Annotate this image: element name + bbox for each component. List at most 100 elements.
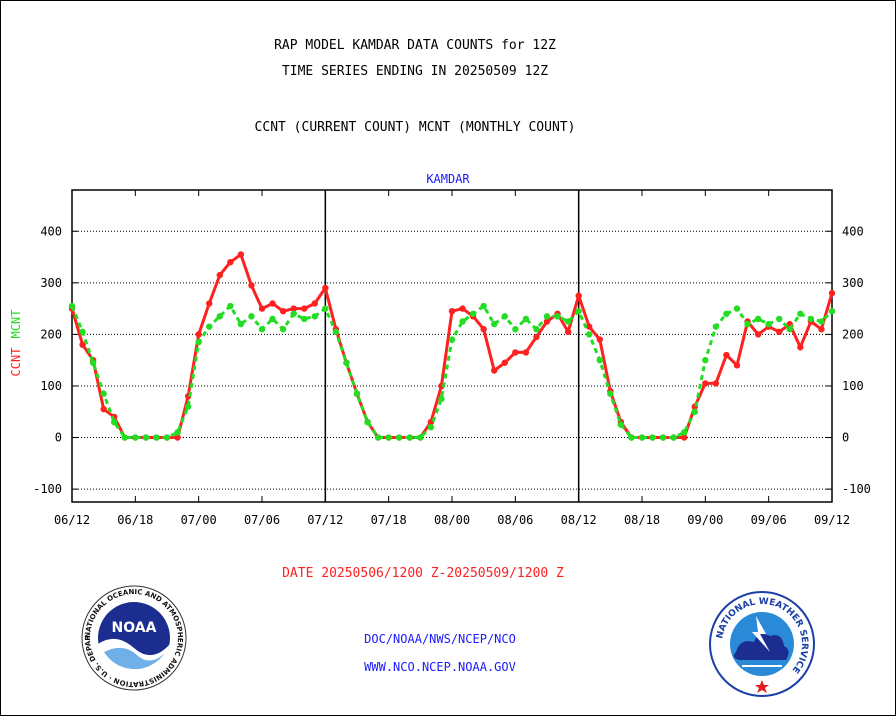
data-point-ccnt: [290, 305, 297, 312]
y-axis-label-ccnt: CCNT: [9, 348, 23, 377]
data-point-mcnt: [100, 390, 107, 397]
data-point-mcnt: [744, 320, 751, 328]
axes-layer: -100 -100 0 0 100 100 200 200 300 300 400 400 06/12 0…: [33, 189, 871, 527]
data-point-ccnt: [797, 344, 804, 351]
data-point-ccnt: [818, 326, 825, 333]
data-point-ccnt: [206, 300, 213, 307]
data-point-ccnt: [596, 336, 603, 343]
data-point-mcnt: [353, 390, 361, 397]
data-point-mcnt: [828, 307, 836, 315]
data-point-mcnt: [385, 434, 392, 441]
data-point-mcnt: [364, 418, 371, 426]
y-tick-label-right: 0: [842, 431, 849, 445]
data-point-mcnt: [227, 302, 234, 310]
data-point-mcnt: [807, 315, 815, 323]
chart-title-line1: RAP MODEL KAMDAR DATA COUNTS for 12Z: [274, 38, 556, 53]
data-point-ccnt: [100, 405, 107, 413]
y-tick-label-left: 400: [40, 224, 62, 238]
data-point-ccnt: [754, 331, 762, 338]
data-point-mcnt: [469, 310, 477, 317]
x-tick-label: 09/00: [687, 513, 723, 527]
data-point-mcnt: [691, 408, 698, 415]
y-tick-label-right: 400: [842, 224, 864, 238]
data-point-ccnt: [322, 284, 329, 292]
chart-title-line2: TIME SERIES ENDING IN 20250509 12Z: [281, 64, 549, 79]
plot-border: [71, 189, 833, 503]
data-point-mcnt: [301, 315, 308, 323]
data-point-mcnt: [132, 434, 139, 441]
data-point-ccnt: [733, 362, 741, 369]
data-point-mcnt: [596, 356, 603, 364]
x-tick-label: 07/12: [307, 513, 343, 527]
data-point-mcnt: [522, 315, 530, 323]
data-point-ccnt: [195, 331, 202, 338]
data-point-mcnt: [111, 418, 118, 426]
data-point-mcnt: [480, 302, 487, 310]
data-point-mcnt: [174, 429, 181, 436]
y-tick-label-left: -100: [33, 482, 62, 496]
x-tick-label: 09/12: [814, 513, 850, 527]
data-point-ccnt: [543, 318, 551, 325]
data-point-ccnt: [681, 434, 688, 441]
data-point-ccnt: [501, 359, 508, 366]
data-point-mcnt: [586, 331, 593, 338]
data-point-mcnt: [332, 328, 340, 336]
data-point-mcnt: [628, 434, 635, 441]
data-point-mcnt: [153, 434, 160, 441]
data-point-mcnt: [248, 313, 255, 320]
footer-org: DOC/NOAA/NWS/NCEP/NCO: [364, 632, 516, 646]
data-point-ccnt: [448, 307, 456, 315]
data-point-mcnt: [776, 315, 783, 323]
data-point-ccnt: [311, 300, 318, 307]
x-tick-label: 08/00: [434, 513, 470, 527]
data-point-mcnt: [396, 434, 403, 441]
data-point-mcnt: [406, 434, 413, 441]
data-point-mcnt: [184, 403, 192, 410]
data-point-mcnt: [343, 359, 350, 366]
data-point-mcnt: [797, 310, 804, 317]
x-tick-label: 07/18: [371, 513, 407, 527]
grid-layer: [72, 230, 832, 490]
y-tick-label-right: 200: [842, 327, 864, 341]
data-point-ccnt: [702, 380, 709, 387]
y-tick-label-right: -100: [842, 482, 871, 496]
data-point-mcnt: [163, 434, 171, 441]
chart-subtitle: CCNT (CURRENT COUNT) MCNT (MONTHLY COUNT…: [254, 120, 576, 135]
data-point-ccnt: [301, 305, 308, 312]
data-point-mcnt: [438, 395, 445, 403]
data-point-mcnt: [491, 320, 498, 328]
data-point-mcnt: [733, 305, 741, 312]
data-point-mcnt: [427, 424, 435, 431]
data-point-ccnt: [459, 305, 466, 312]
data-point-mcnt: [311, 313, 318, 320]
data-point-mcnt: [279, 326, 287, 333]
data-point-mcnt: [79, 328, 86, 336]
station-label: KAMDAR: [426, 172, 470, 186]
data-point-ccnt: [491, 367, 498, 374]
data-point-mcnt: [89, 359, 97, 366]
data-point-ccnt: [533, 333, 540, 341]
data-point-ccnt: [216, 271, 223, 279]
data-point-mcnt: [786, 326, 793, 333]
data-point-mcnt: [533, 326, 540, 333]
footer-url[interactable]: WWW.NCO.NCEP.NOAA.GOV: [364, 660, 516, 674]
data-point-ccnt: [174, 434, 181, 441]
data-point-ccnt: [586, 323, 593, 330]
date-range-label: DATE 20250506/1200 Z-20250509/1200 Z: [282, 566, 564, 581]
data-point-mcnt: [290, 310, 297, 317]
data-point-mcnt: [448, 336, 456, 343]
noaa-logo: NATIONAL OCEANIC AND ATMOSPHERIC ADMINIS…: [81, 585, 187, 691]
data-point-mcnt: [554, 313, 561, 320]
y-tick-label-left: 100: [40, 379, 62, 393]
data-point-ccnt: [269, 300, 276, 307]
data-point-mcnt: [142, 434, 150, 441]
data-point-mcnt: [269, 315, 276, 323]
data-point-mcnt: [216, 313, 223, 320]
data-point-ccnt: [258, 305, 266, 312]
data-point-mcnt: [575, 307, 582, 315]
data-point-mcnt: [564, 318, 572, 325]
y-axis-label: CCNT MCNT: [9, 310, 23, 377]
data-point-mcnt: [638, 434, 646, 441]
data-point-mcnt: [322, 305, 329, 312]
data-point-mcnt: [417, 434, 424, 441]
